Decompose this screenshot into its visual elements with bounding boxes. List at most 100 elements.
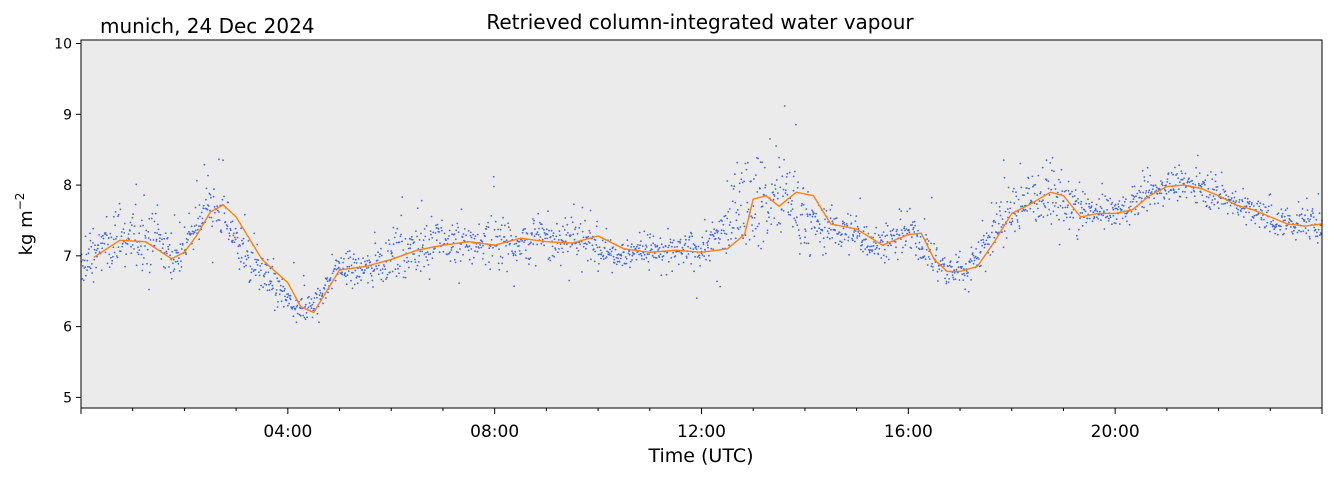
raw-data-point — [1206, 204, 1208, 207]
raw-data-point — [1056, 196, 1059, 199]
raw-data-point — [685, 255, 688, 258]
raw-data-point — [896, 233, 898, 236]
raw-data-point — [475, 246, 478, 248]
raw-data-point — [1309, 237, 1311, 240]
raw-data-point — [144, 245, 146, 247]
raw-data-point — [796, 186, 799, 189]
raw-data-point — [115, 235, 118, 238]
raw-data-point — [1050, 188, 1053, 191]
raw-data-point — [543, 228, 545, 231]
raw-data-point — [1114, 203, 1117, 206]
raw-data-point — [271, 284, 274, 287]
raw-data-point — [1133, 185, 1136, 188]
raw-data-point — [140, 253, 143, 256]
raw-data-point — [254, 268, 257, 271]
raw-data-point — [845, 223, 848, 225]
raw-data-point — [622, 243, 624, 246]
raw-data-point — [368, 259, 371, 262]
raw-data-point — [838, 231, 841, 234]
raw-data-point — [1285, 228, 1288, 230]
raw-data-point — [608, 252, 611, 255]
raw-data-point — [672, 239, 675, 242]
raw-data-point — [151, 212, 154, 215]
raw-data-point — [236, 236, 239, 239]
raw-data-point — [313, 297, 316, 299]
raw-data-point — [448, 229, 451, 232]
raw-data-point — [269, 282, 272, 285]
raw-data-point — [150, 217, 153, 220]
raw-data-point — [561, 225, 564, 228]
raw-data-point — [807, 242, 810, 245]
raw-data-point — [296, 312, 299, 315]
raw-data-point — [266, 258, 269, 261]
raw-data-point — [376, 267, 378, 270]
raw-data-point — [912, 228, 914, 231]
raw-data-point — [1291, 231, 1293, 233]
raw-data-point — [402, 249, 405, 251]
raw-data-point — [543, 231, 546, 234]
raw-data-point — [1188, 181, 1191, 184]
raw-data-point — [1018, 225, 1021, 227]
raw-data-point — [999, 214, 1002, 217]
raw-data-point — [854, 220, 857, 223]
raw-data-point — [1193, 190, 1196, 193]
raw-data-point — [1083, 208, 1086, 211]
raw-data-point — [415, 268, 418, 271]
raw-data-point — [993, 219, 995, 222]
raw-data-point — [164, 232, 167, 235]
raw-data-point — [341, 273, 344, 276]
raw-data-point — [608, 254, 611, 256]
raw-data-point — [274, 294, 277, 296]
raw-data-point — [455, 229, 458, 232]
raw-data-point — [350, 279, 352, 282]
raw-data-point — [539, 236, 542, 238]
raw-data-point — [1073, 203, 1075, 206]
raw-data-point — [145, 229, 148, 232]
raw-data-point — [594, 250, 596, 253]
raw-data-point — [211, 225, 214, 228]
raw-data-point — [816, 230, 818, 233]
raw-data-point — [494, 220, 497, 223]
raw-data-point — [889, 242, 891, 245]
raw-data-point — [499, 228, 502, 231]
raw-data-point — [180, 248, 183, 250]
raw-data-point — [554, 247, 557, 250]
raw-data-point — [228, 232, 231, 235]
raw-data-point — [965, 263, 967, 265]
raw-data-point — [938, 268, 941, 271]
raw-data-point — [278, 293, 281, 296]
raw-data-point — [712, 248, 715, 251]
raw-data-point — [879, 236, 881, 239]
raw-data-point — [1093, 217, 1096, 219]
raw-data-point — [173, 268, 176, 271]
raw-data-point — [681, 252, 683, 255]
raw-data-point — [177, 262, 180, 265]
raw-data-point — [869, 249, 872, 251]
raw-data-point — [205, 198, 207, 201]
raw-data-point — [131, 216, 134, 219]
raw-data-point — [842, 227, 845, 230]
raw-data-point — [831, 220, 834, 223]
raw-data-point — [863, 226, 866, 229]
raw-data-point — [753, 217, 756, 219]
raw-data-point — [1250, 203, 1253, 206]
raw-data-point — [302, 274, 305, 277]
location-date-label: munich, 24 Dec 2024 — [100, 14, 315, 38]
raw-data-point — [121, 245, 123, 248]
raw-data-point — [912, 226, 915, 229]
raw-data-point — [692, 243, 695, 245]
raw-data-point — [633, 252, 636, 255]
raw-data-point — [617, 257, 619, 260]
raw-data-point — [1265, 211, 1268, 214]
raw-data-point — [348, 265, 351, 268]
raw-data-point — [364, 269, 366, 271]
raw-data-point — [743, 225, 746, 228]
raw-data-point — [879, 241, 882, 244]
raw-data-point — [745, 243, 747, 245]
raw-data-point — [178, 221, 181, 224]
raw-data-point — [316, 296, 318, 299]
raw-data-point — [211, 220, 214, 223]
raw-data-point — [438, 251, 441, 254]
raw-data-point — [812, 211, 814, 213]
raw-data-point — [213, 188, 215, 191]
